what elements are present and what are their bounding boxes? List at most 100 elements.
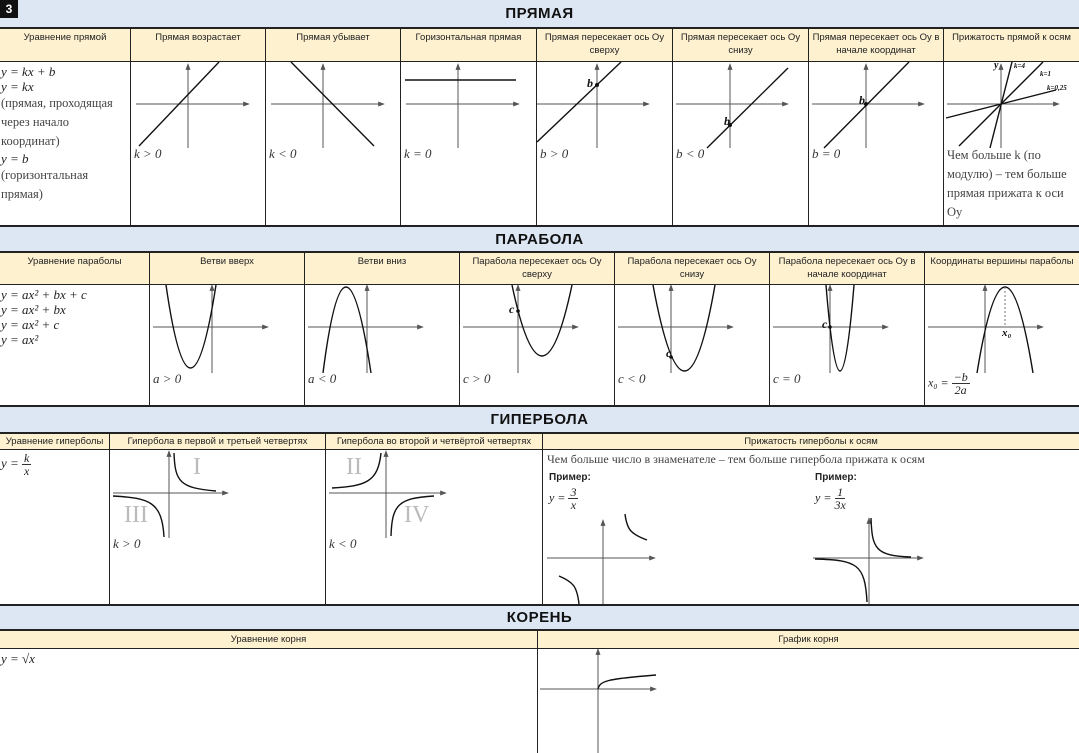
graph-parabola-below: c c < 0 [615, 285, 770, 405]
numerator: 3 [568, 485, 579, 499]
equation: y = √x [1, 651, 35, 666]
graph-parabola-origin-plot [773, 285, 889, 373]
graph-hyperbola-24: II IV k < 0 [326, 450, 543, 604]
header-line-steepness: Прижатость прямой к осям [944, 29, 1079, 62]
graph-cross-origin: b b = 0 [809, 62, 944, 225]
graph-root [538, 649, 1079, 753]
example-graph-3-over-x [547, 513, 656, 604]
header-root-graph: График корня [538, 631, 1079, 649]
point-label-c: c [509, 302, 515, 316]
header-line-horizontal: Горизонтальная прямая [401, 29, 537, 62]
slope-label: k=4 [1014, 62, 1025, 70]
header-parabola-origin: Парабола пересекает ось Oy в начале коор… [770, 253, 925, 285]
point-label-c: c [822, 317, 828, 331]
header-branches-up: Ветви вверх [150, 253, 305, 285]
header-root-equation: Уравнение корня [0, 631, 538, 649]
caption: a < 0 [308, 371, 337, 386]
axis-label-y: y [994, 62, 999, 71]
section-title-text: ПРЯМАЯ [505, 5, 574, 22]
root-equation-cell: y = √x [0, 649, 538, 753]
section-title-text: ПАРАБОЛА [495, 231, 584, 248]
graph-cross-origin-plot [812, 62, 925, 149]
graph-steepness-plot [945, 62, 1060, 149]
equation: y = ax² + c [1, 317, 60, 332]
parabola-row: y = ax² + bx + c y = ax² + bx y = ax² + … [0, 285, 1079, 405]
graph-hyperbola-13-plot [112, 450, 229, 538]
caption: k < 0 [269, 146, 297, 161]
header-line-cross-origin: Прямая пересекает ось Oy в начале коорди… [809, 29, 944, 62]
point-label-b: b [859, 93, 865, 107]
graph-parabola-above-plot [463, 285, 579, 373]
header-parabola-equation: Уравнение параболы [0, 253, 150, 285]
graph-root-plot [540, 649, 657, 753]
section-title-parabola: ПАРАБОЛА [0, 225, 1079, 253]
numerator: 1 [835, 485, 846, 499]
line-row: y = kx + b y = kx (прямая, проходящая че… [0, 62, 1079, 225]
header-line-cross-below: Прямая пересекает ось Oy снизу [673, 29, 809, 62]
quadrant-label: I [193, 454, 201, 480]
caption: k = 0 [404, 146, 432, 161]
header-line-equation: Уравнение прямой [0, 29, 131, 62]
formula-lhs: y = [549, 490, 566, 505]
caption: k < 0 [329, 536, 357, 551]
caption: k > 0 [113, 536, 141, 551]
note: координат) [1, 134, 60, 148]
graph-increasing: k > 0 [131, 62, 266, 225]
page-number-badge: 3 [0, 0, 18, 18]
graph-cross-above-plot [537, 62, 650, 148]
header-line-decreasing: Прямая убывает [266, 29, 401, 62]
graph-parabola-vertex: x₀ x₀ = −b 2a [925, 285, 1079, 405]
graph-steepness: y k=4 k=1 k=0,25 Чем больше k (по модулю… [944, 62, 1079, 225]
denominator: x [570, 498, 577, 512]
equation: y = ax² [1, 332, 39, 347]
graph-branches-down: a < 0 [305, 285, 460, 405]
caption: c > 0 [463, 371, 491, 386]
section-title-line: ПРЯМАЯ [0, 0, 1079, 29]
line-equations-cell: y = kx + b y = kx (прямая, проходящая че… [0, 62, 131, 225]
parabola-equations-cell: y = ax² + bx + c y = ax² + bx y = ax² + … [0, 285, 150, 405]
vertex-formula: x₀ = −b 2a [928, 371, 970, 396]
caption: b > 0 [540, 146, 569, 161]
point-label-c: c [666, 346, 672, 360]
graph-cross-below: b b < 0 [673, 62, 809, 225]
example-label: Пример: [549, 472, 591, 483]
graph-parabola-below-plot [618, 285, 734, 373]
caption: c < 0 [618, 371, 646, 386]
caption: k > 0 [134, 146, 162, 161]
graph-branches-down-plot [308, 285, 424, 374]
caption: c = 0 [773, 371, 801, 386]
caption: a > 0 [153, 371, 182, 386]
section-title-hyperbola: ГИПЕРБОЛА [0, 405, 1079, 434]
quadrant-label: III [124, 502, 148, 528]
graph-increasing-plot [136, 62, 250, 148]
equation: y = ax² + bx [1, 302, 66, 317]
header-parabola-below: Парабола пересекает ось Oy снизу [615, 253, 770, 285]
formula-lhs: y = [815, 490, 832, 505]
fraction: −b 2a [951, 371, 970, 397]
formula-lhs: y = [1, 455, 19, 471]
graph-hyperbola-13: I III k > 0 [110, 450, 326, 604]
graph-parabola-origin: c c = 0 [770, 285, 925, 405]
denominator: 3x [834, 498, 846, 512]
header-line-increasing: Прямая возрастает [131, 29, 266, 62]
equation: y = b [1, 151, 29, 166]
quadrant-label: IV [404, 502, 430, 528]
header-hyperbola-24: Гипербола во второй и четвёртой четвертя… [326, 434, 543, 450]
denominator: 2a [954, 383, 967, 397]
header-line-cross-above: Прямая пересекает ось Oy сверху [537, 29, 673, 62]
denominator: x [24, 464, 30, 478]
steepness-note: Чем больше k (по модулю) – тем больше пр… [947, 148, 1067, 219]
header-hyperbola-equation: Уравнение гиперболы [0, 434, 110, 450]
slope-label: k=1 [1040, 70, 1051, 78]
graph-decreasing-plot [271, 62, 385, 148]
vertex-label-x0: x₀ [1002, 327, 1012, 339]
numerator: k [22, 451, 32, 465]
header-branches-down: Ветви вниз [305, 253, 460, 285]
graph-parabola-above: c c > 0 [460, 285, 615, 405]
note: через начало [1, 115, 70, 129]
note: (горизонтальная [1, 168, 89, 182]
steepness-note: Чем больше число в знаменателе – тем бол… [547, 452, 925, 466]
